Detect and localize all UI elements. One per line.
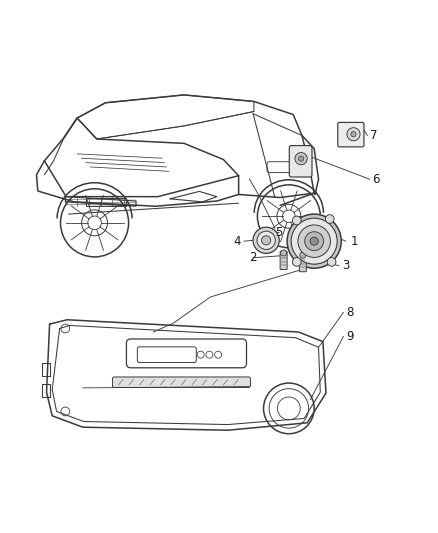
Text: 1: 1 xyxy=(350,235,358,248)
Circle shape xyxy=(310,237,318,245)
Text: 9: 9 xyxy=(346,330,354,343)
Circle shape xyxy=(298,156,304,161)
Circle shape xyxy=(298,225,330,257)
Circle shape xyxy=(257,231,276,249)
Circle shape xyxy=(343,125,349,131)
FancyBboxPatch shape xyxy=(338,123,364,147)
Text: 7: 7 xyxy=(370,129,378,142)
Text: 5: 5 xyxy=(276,226,283,239)
Circle shape xyxy=(287,214,341,268)
Circle shape xyxy=(291,218,337,264)
Circle shape xyxy=(305,232,324,251)
Circle shape xyxy=(325,215,334,223)
Circle shape xyxy=(327,257,336,266)
Circle shape xyxy=(293,257,301,266)
Circle shape xyxy=(293,216,301,225)
Bar xyxy=(86,198,126,206)
Circle shape xyxy=(261,236,271,245)
Circle shape xyxy=(281,250,287,256)
Circle shape xyxy=(300,252,306,258)
Text: 4: 4 xyxy=(233,235,241,248)
Circle shape xyxy=(295,152,307,165)
Text: 8: 8 xyxy=(346,306,353,319)
Text: 6: 6 xyxy=(372,173,380,185)
FancyBboxPatch shape xyxy=(280,251,287,270)
Circle shape xyxy=(351,132,356,137)
FancyBboxPatch shape xyxy=(289,146,312,177)
Text: 2: 2 xyxy=(249,251,257,264)
Circle shape xyxy=(347,128,360,141)
Text: 3: 3 xyxy=(342,259,349,272)
Circle shape xyxy=(253,227,279,253)
FancyBboxPatch shape xyxy=(113,377,251,387)
FancyBboxPatch shape xyxy=(299,253,306,272)
